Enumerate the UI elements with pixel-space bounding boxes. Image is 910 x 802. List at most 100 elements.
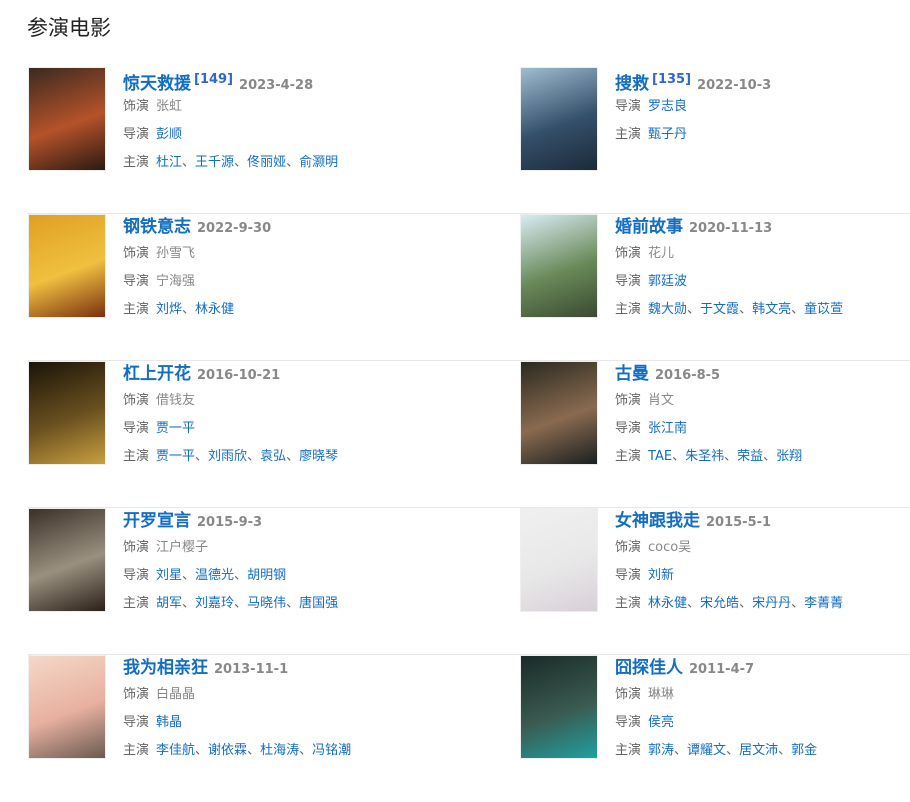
director-person-link[interactable]: 刘星	[156, 568, 183, 583]
director-person-link[interactable]: 温德光	[195, 568, 235, 583]
separator: 、	[182, 568, 196, 583]
cast-person-link[interactable]: 谭耀文	[687, 743, 727, 758]
cast-person-link[interactable]: 廖晓琴	[299, 449, 339, 464]
cast-person-link[interactable]: 刘烨	[156, 302, 183, 317]
release-date: 2022-10-3	[697, 78, 772, 93]
cast-person-link[interactable]: 王千源	[195, 155, 235, 170]
role-label: 饰演	[615, 393, 642, 408]
film-title-link[interactable]: 女神跟我走	[615, 511, 700, 531]
cast-person-link[interactable]: 郭涛	[648, 743, 675, 758]
cast-label: 主演	[615, 449, 642, 464]
director-person-link[interactable]: 侯亮	[648, 715, 675, 730]
director-line: 导演 侯亮	[615, 709, 817, 737]
cast-person-link[interactable]: 贾一平	[156, 449, 196, 464]
cast-person-link[interactable]: 林永健	[195, 302, 235, 317]
role-value: 白晶晶	[156, 687, 196, 702]
separator: 、	[778, 743, 792, 758]
film-row: 钢铁意志 2022-9-30 饰演 孙雪飞 导演 宁海强 主演 刘烨、林永健 婚前故事 2020-…	[28, 214, 910, 361]
cast-person-link[interactable]: 李佳航	[156, 743, 196, 758]
film-title-link[interactable]: 钢铁意志	[123, 217, 191, 237]
film-title-link[interactable]: 搜救	[615, 74, 649, 94]
cast-person-link[interactable]: 谢依霖	[208, 743, 248, 758]
cast-person-link[interactable]: 俞灏明	[299, 155, 339, 170]
director-label: 导演	[123, 715, 150, 730]
separator: 、	[687, 302, 701, 317]
cast-person-link[interactable]: 杜江	[156, 155, 183, 170]
cast-person-link[interactable]: 冯铭潮	[312, 743, 352, 758]
cast-person-link[interactable]: 刘雨欣	[208, 449, 248, 464]
cast-person-link[interactable]: 唐国强	[299, 596, 339, 611]
cast-label: 主演	[615, 302, 642, 317]
cast-person-link[interactable]: 朱圣祎	[685, 449, 725, 464]
cast-person-link[interactable]: TAE	[648, 449, 673, 464]
director-line: 导演 刘新	[615, 562, 843, 590]
film-title-link[interactable]: 开罗宣言	[123, 511, 191, 531]
film-info: 女神跟我走 2015-5-1 饰演 coco吴 导演 刘新 主演 林永健、宋允皓、宋丹丹、李菁…	[615, 508, 843, 618]
separator: 、	[286, 596, 300, 611]
film-row: 开罗宣言 2015-9-3 饰演 江户樱子 导演 刘星、温德光、胡明钢 主演 胡军、刘嘉玲、马…	[28, 508, 910, 655]
film-title-link[interactable]: 婚前故事	[615, 217, 683, 237]
film-title-link[interactable]: 囧探佳人	[615, 658, 683, 678]
cast-person-link[interactable]: 张翔	[776, 449, 803, 464]
cast-person-link[interactable]: 刘嘉玲	[195, 596, 235, 611]
film-info: 古曼 2016-8-5 饰演 肖文 导演 张江南 主演 TAE、朱圣祎、荣益、张翔	[615, 361, 802, 471]
cast-person-link[interactable]: 佟丽娅	[247, 155, 287, 170]
cast-person-link[interactable]: 于文霞	[700, 302, 740, 317]
cast-person-link[interactable]: 居文沛	[739, 743, 779, 758]
release-date: 2013-11-1	[214, 662, 289, 677]
director-person-link[interactable]: 贾一平	[156, 421, 196, 436]
director-person-link[interactable]: 胡明钢	[247, 568, 287, 583]
divider	[28, 213, 910, 214]
film-poster[interactable]	[520, 361, 598, 465]
film-item: 杠上开花 2016-10-21 饰演 借钱友 导演 贾一平 主演 贾一平、刘雨欣、袁弘、廖晓琴	[28, 361, 468, 471]
film-title-link[interactable]: 惊天救援	[123, 74, 191, 94]
citation-link[interactable]: [149]	[194, 72, 234, 87]
citation-link[interactable]: [135]	[652, 72, 692, 87]
section-title: 参演电影	[27, 16, 111, 40]
film-item: 钢铁意志 2022-9-30 饰演 孙雪飞 导演 宁海强 主演 刘烨、林永健	[28, 214, 468, 324]
cast-person-link[interactable]: 袁弘	[260, 449, 287, 464]
director-person-link[interactable]: 罗志良	[648, 99, 688, 114]
director-person-link[interactable]: 韩晶	[156, 715, 183, 730]
film-poster[interactable]	[28, 655, 106, 759]
film-poster[interactable]	[520, 655, 598, 759]
film-title-link[interactable]: 我为相亲狂	[123, 658, 208, 678]
role-line: 饰演 白晶晶	[123, 681, 351, 709]
cast-person-link[interactable]: 童苡萱	[804, 302, 844, 317]
release-date: 2015-5-1	[706, 515, 772, 530]
film-poster[interactable]	[28, 214, 106, 318]
role-label: 饰演	[123, 687, 150, 702]
cast-person-link[interactable]: 甄子丹	[648, 127, 688, 142]
film-title-link[interactable]: 杠上开花	[123, 364, 191, 384]
cast-person-link[interactable]: 宋丹丹	[752, 596, 792, 611]
cast-person-link[interactable]: 宋允皓	[700, 596, 740, 611]
director-person-link[interactable]: 刘新	[648, 568, 675, 583]
director-label: 导演	[615, 99, 642, 114]
film-poster[interactable]	[28, 67, 106, 171]
director-person-link[interactable]: 彭顺	[156, 127, 183, 142]
film-poster[interactable]	[520, 508, 598, 612]
divider	[28, 360, 910, 361]
film-poster[interactable]	[28, 508, 106, 612]
film-info: 杠上开花 2016-10-21 饰演 借钱友 导演 贾一平 主演 贾一平、刘雨欣、袁弘、廖晓琴	[123, 361, 338, 471]
cast-person-link[interactable]: 魏大勋	[648, 302, 688, 317]
film-poster[interactable]	[28, 361, 106, 465]
film-title-link[interactable]: 古曼	[615, 364, 649, 384]
film-header: 杠上开花 2016-10-21	[123, 361, 338, 387]
cast-person-link[interactable]: 杜海涛	[260, 743, 300, 758]
cast-label: 主演	[615, 743, 642, 758]
separator: 、	[724, 449, 738, 464]
cast-person-link[interactable]: 荣益	[737, 449, 764, 464]
cast-person-link[interactable]: 马晓伟	[247, 596, 287, 611]
director-person-link[interactable]: 郭廷波	[648, 274, 688, 289]
release-date: 2016-8-5	[655, 368, 721, 383]
director-person-link[interactable]: 张江南	[648, 421, 688, 436]
cast-person-link[interactable]: 李菁菁	[804, 596, 844, 611]
film-poster[interactable]	[520, 214, 598, 318]
cast-person-link[interactable]: 郭金	[791, 743, 818, 758]
cast-person-link[interactable]: 韩文亮	[752, 302, 792, 317]
film-poster[interactable]	[520, 67, 598, 171]
cast-person-link[interactable]: 胡军	[156, 596, 183, 611]
cast-person-link[interactable]: 林永健	[648, 596, 688, 611]
film-item: 女神跟我走 2015-5-1 饰演 coco吴 导演 刘新 主演 林永健、宋允皓、宋丹丹、李菁…	[520, 508, 910, 618]
